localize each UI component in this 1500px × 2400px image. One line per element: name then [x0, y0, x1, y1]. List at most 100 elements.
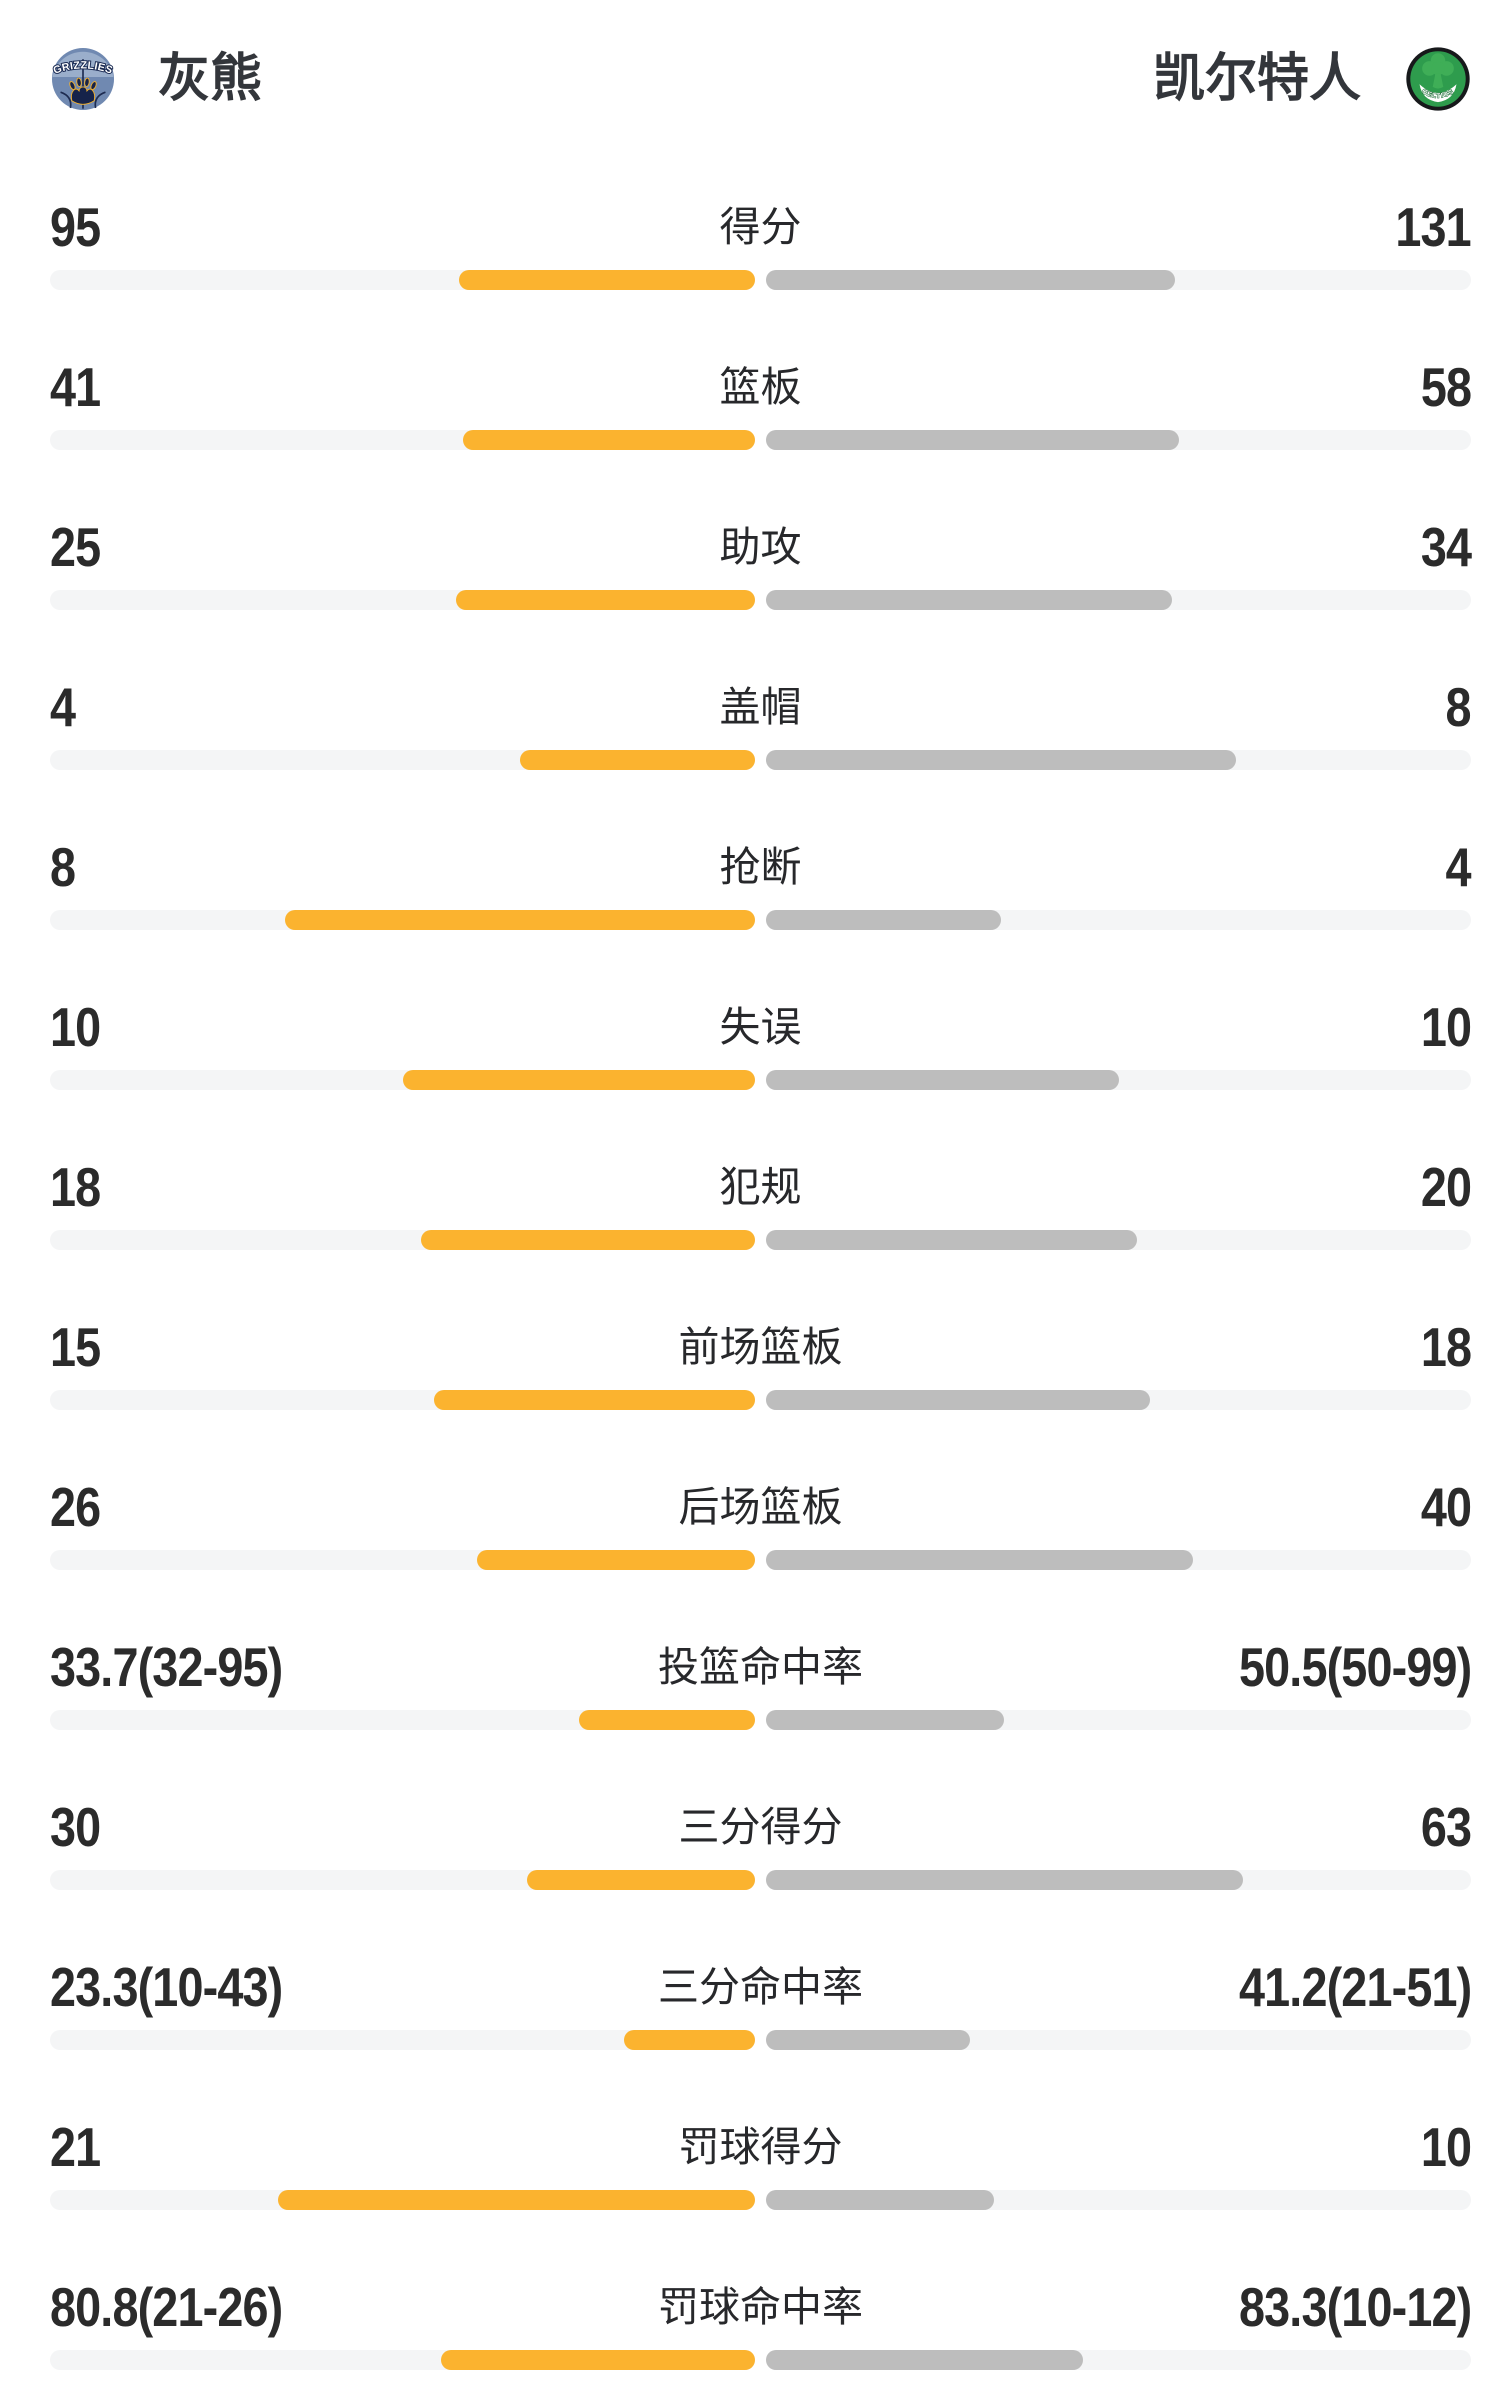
right-bar-fill: [766, 1070, 1119, 1090]
stat-row: 80.8(21-26) 罚球命中率 83.3(10-12): [50, 2276, 1472, 2372]
left-bar-track: [50, 270, 755, 290]
right-bar-fill: [766, 2030, 971, 2050]
right-bar-track: [766, 590, 1471, 610]
right-bar-track: [766, 1390, 1471, 1410]
right-bar-fill: [766, 1870, 1244, 1890]
stat-left-value: 4: [50, 676, 76, 738]
stat-row: 26 后场篮板 40: [50, 1476, 1472, 1572]
left-bar-track: [50, 1870, 755, 1890]
right-bar-fill: [766, 910, 1001, 930]
left-bar-track: [50, 1710, 755, 1730]
stat-values: 80.8(21-26) 罚球命中率 83.3(10-12): [50, 2276, 1472, 2338]
stat-row: 41 篮板 58: [50, 356, 1472, 452]
left-bar-fill: [578, 1710, 755, 1730]
stat-bars: [50, 2190, 1471, 2210]
stat-right-value: 10: [1420, 2116, 1472, 2178]
left-bar-track: [50, 910, 755, 930]
right-bar-track: [766, 910, 1471, 930]
stat-label: 投篮命中率: [658, 1644, 863, 1690]
team-left[interactable]: GRIZZLIES 灰熊: [50, 44, 262, 114]
left-bar-track: [50, 2190, 755, 2210]
stat-bars: [50, 590, 1471, 610]
right-bar-track: [766, 750, 1471, 770]
left-bar-fill: [527, 1870, 755, 1890]
stat-row: 25 助攻 34: [50, 516, 1472, 612]
stat-left-value: 80.8(21-26): [50, 2276, 283, 2338]
left-bar-track: [50, 1230, 755, 1250]
stat-label: 三分得分: [678, 1804, 843, 1850]
stat-left-value: 23.3(10-43): [50, 1956, 283, 2018]
right-bar-track: [766, 2030, 1471, 2050]
stat-right-value: 131: [1395, 196, 1472, 258]
stat-values: 8 抢断 4: [50, 836, 1472, 898]
stat-bars: [50, 910, 1471, 930]
right-bar-track: [766, 1710, 1471, 1730]
left-bar-fill: [284, 910, 755, 930]
left-bar-fill: [463, 430, 755, 450]
stat-left-value: 30: [50, 1796, 101, 1858]
grizzlies-logo: GRIZZLIES: [50, 46, 116, 112]
stat-values: 23.3(10-43) 三分命中率 41.2(21-51): [50, 1956, 1472, 2018]
stat-row: 23.3(10-43) 三分命中率 41.2(21-51): [50, 1956, 1472, 2052]
left-bar-track: [50, 590, 755, 610]
stat-left-value: 95: [50, 196, 101, 258]
stat-values: 95 得分 131: [50, 196, 1472, 258]
right-bar-fill: [766, 2190, 994, 2210]
stat-values: 33.7(32-95) 投篮命中率 50.5(50-99): [50, 1636, 1472, 1698]
stat-label: 后场篮板: [678, 1484, 843, 1530]
stat-left-value: 8: [50, 836, 76, 898]
stat-row: 21 罚球得分 10: [50, 2116, 1472, 2212]
stat-values: 30 三分得分 63: [50, 1796, 1472, 1858]
stat-label: 三分命中率: [658, 1964, 863, 2010]
stat-row: 10 失误 10: [50, 996, 1472, 1092]
stat-bars: [50, 430, 1471, 450]
right-bar-track: [766, 1230, 1471, 1250]
stat-values: 41 篮板 58: [50, 356, 1472, 418]
left-bar-track: [50, 1390, 755, 1410]
stat-bars: [50, 1230, 1471, 1250]
right-bar-fill: [766, 430, 1180, 450]
stat-row: 30 三分得分 63: [50, 1796, 1472, 1892]
right-bar-fill: [766, 590, 1173, 610]
stat-values: 4 盖帽 8: [50, 676, 1472, 738]
right-bar-track: [766, 2190, 1471, 2210]
team-right[interactable]: 凯尔特人 CELTICS: [1153, 44, 1471, 114]
left-bar-fill: [456, 590, 755, 610]
stat-right-value: 10: [1420, 996, 1472, 1058]
stat-bars: [50, 1710, 1471, 1730]
stat-values: 15 前场篮板 18: [50, 1316, 1472, 1378]
left-bar-fill: [277, 2190, 755, 2210]
stat-left-value: 18: [50, 1156, 101, 1218]
left-bar-fill: [434, 1390, 755, 1410]
stat-bars: [50, 1070, 1471, 1090]
stat-right-value: 41.2(21-51): [1238, 1956, 1472, 2018]
stat-label: 犯规: [719, 1164, 802, 1210]
left-bar-fill: [402, 1070, 755, 1090]
left-bar-fill: [520, 750, 755, 770]
stat-left-value: 33.7(32-95): [50, 1636, 283, 1698]
stat-right-value: 20: [1420, 1156, 1472, 1218]
stat-label: 前场篮板: [678, 1324, 843, 1370]
right-bar-fill: [766, 270, 1175, 290]
stat-bars: [50, 2030, 1471, 2050]
left-bar-fill: [440, 2350, 755, 2370]
left-bar-track: [50, 430, 755, 450]
stat-label: 得分: [719, 204, 802, 250]
stat-bars: [50, 1550, 1471, 1570]
header: GRIZZLIES 灰熊 凯尔特人: [50, 44, 1471, 114]
left-bar-track: [50, 750, 755, 770]
stat-left-value: 21: [50, 2116, 101, 2178]
right-bar-fill: [766, 2350, 1083, 2370]
stat-row: 8 抢断 4: [50, 836, 1472, 932]
stat-right-value: 58: [1420, 356, 1472, 418]
left-bar-track: [50, 2030, 755, 2050]
stat-right-value: 4: [1445, 836, 1472, 898]
stat-row: 15 前场篮板 18: [50, 1316, 1472, 1412]
stat-bars: [50, 270, 1471, 290]
right-bar-fill: [766, 1230, 1137, 1250]
left-bar-fill: [420, 1230, 755, 1250]
stat-values: 25 助攻 34: [50, 516, 1472, 578]
stat-values: 18 犯规 20: [50, 1156, 1472, 1218]
stat-label: 罚球得分: [678, 2124, 843, 2170]
